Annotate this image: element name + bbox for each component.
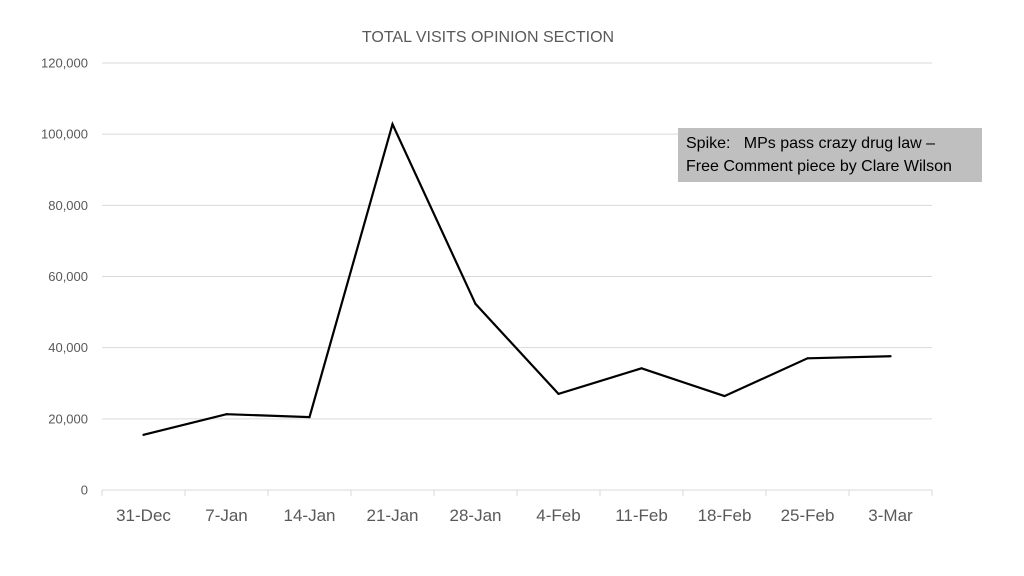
y-tick-label: 20,000 xyxy=(48,411,88,426)
x-tick-label: 7-Jan xyxy=(205,506,248,525)
x-tick-label: 25-Feb xyxy=(781,506,835,525)
y-tick-label: 0 xyxy=(81,483,88,498)
series-layer xyxy=(142,121,892,436)
data-point xyxy=(640,367,643,370)
x-axis: 31-Dec 7-Jan 14-Jan 21-Jan 28-Jan 4-Feb 11-Feb… xyxy=(101,489,933,525)
series-line xyxy=(143,121,891,436)
data-point xyxy=(723,394,726,398)
data-point xyxy=(308,415,311,419)
annotation-line-1: Spike: MPs pass crazy drug law – xyxy=(686,135,935,152)
x-tick-label: 31-Dec xyxy=(116,506,171,525)
data-point xyxy=(806,357,809,360)
x-tick-label: 11-Feb xyxy=(615,506,668,525)
x-tick-label: 4-Feb xyxy=(536,506,580,525)
data-point xyxy=(474,302,477,305)
y-tick-label: 120,000 xyxy=(41,56,88,71)
data-point xyxy=(391,123,394,126)
annotation-line-2: Free Comment piece by Clare Wilson xyxy=(686,158,952,175)
x-tick-label: 3-Mar xyxy=(868,506,913,525)
data-point xyxy=(889,355,892,358)
y-axis-ticks: 0 20,000 40,000 60,000 80,000 100,000 120,000 xyxy=(41,56,88,498)
gridlines xyxy=(102,62,932,420)
x-tick-label: 18-Feb xyxy=(698,506,752,525)
y-tick-label: 100,000 xyxy=(41,127,88,142)
chart-title: TOTAL VISITS OPINION SECTION xyxy=(362,29,614,46)
data-point xyxy=(142,433,145,436)
y-tick-label: 80,000 xyxy=(48,198,88,213)
y-tick-label: 40,000 xyxy=(48,340,88,355)
x-tick-label: 28-Jan xyxy=(450,506,502,525)
x-tick-label: 14-Jan xyxy=(284,506,336,525)
spike-annotation: Spike: MPs pass crazy drug law – Free Co… xyxy=(678,128,982,182)
data-point xyxy=(557,392,560,396)
x-tick-label: 21-Jan xyxy=(367,506,419,525)
y-tick-label: 60,000 xyxy=(48,269,88,284)
data-point xyxy=(225,413,228,416)
